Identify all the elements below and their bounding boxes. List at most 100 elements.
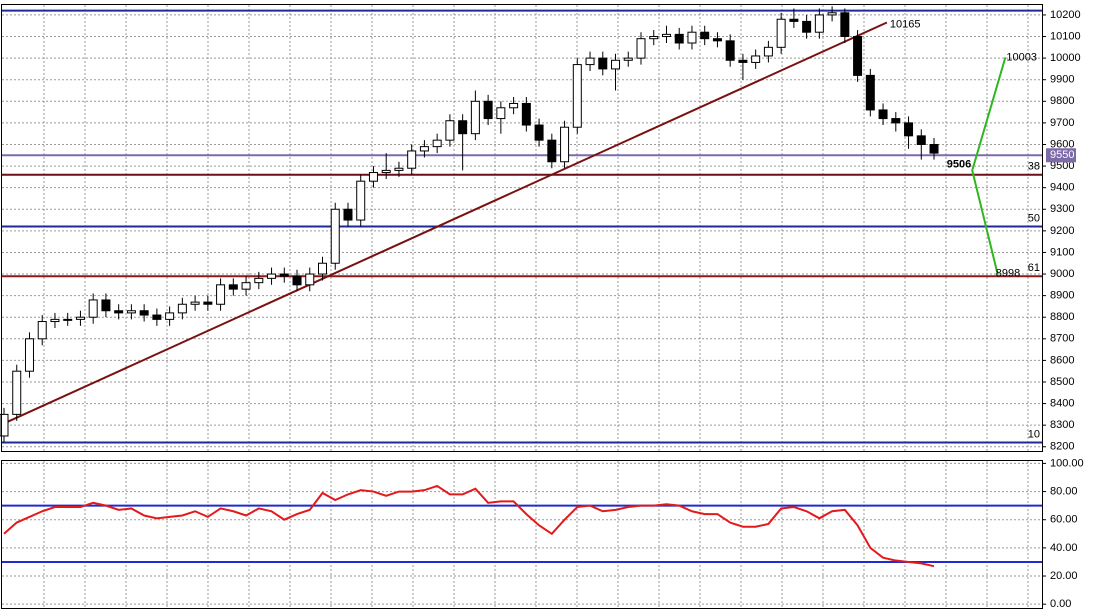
candle-body [139, 310, 149, 316]
candle-body [483, 100, 493, 120]
y-tick-label: 0.00 [1050, 598, 1071, 610]
y-tick-label: 9800 [1050, 95, 1074, 107]
y-tick-label: 8900 [1050, 290, 1074, 302]
candle-body [279, 273, 289, 277]
candle-body [534, 124, 544, 141]
y-tick-label: 10200 [1050, 9, 1081, 21]
candle-body [165, 312, 175, 320]
candle-body [152, 314, 162, 320]
candle-body [725, 40, 735, 61]
candle-body [509, 102, 519, 109]
candle-body [305, 273, 315, 286]
candle-body [63, 318, 73, 321]
trendline [0, 21, 888, 427]
candle-body [547, 139, 557, 163]
candle-body [687, 31, 697, 44]
candle-body [929, 143, 939, 154]
level-label: 10 [1028, 428, 1040, 440]
plot-layer: 8200 8300 8400 8500 8600 8700 8800 8900 9000 9100… [0, 5, 1084, 610]
y-tick-label: 8800 [1050, 311, 1074, 323]
candle-body [738, 59, 748, 63]
candle-body [12, 370, 22, 415]
candle-body [751, 55, 761, 63]
candle-body [916, 135, 926, 145]
level-label: 38 [1028, 161, 1040, 173]
candle-body [394, 167, 404, 171]
trendline-label: 10165 [890, 18, 921, 30]
candle-body [381, 169, 391, 174]
candle-body [521, 102, 531, 126]
candle-body [649, 36, 659, 40]
y-tick-label: 9700 [1050, 117, 1074, 129]
candle-body [216, 284, 226, 305]
candle-body [878, 109, 888, 120]
candle-body [598, 57, 608, 70]
last-price-box [1046, 148, 1076, 163]
candle-body [865, 74, 875, 111]
candle-body [623, 57, 633, 61]
candle-body [776, 18, 786, 48]
y-tick-label: 9900 [1050, 74, 1074, 86]
candle-body [827, 12, 837, 16]
y-tick-label: 20.00 [1050, 570, 1078, 582]
rsi-frame [1, 460, 1043, 609]
candle-body [712, 38, 722, 42]
candle-body [177, 303, 187, 314]
y-tick-label: 60.00 [1050, 514, 1078, 526]
y-tick-label: 9000 [1050, 268, 1074, 280]
candle-body [814, 14, 824, 33]
y-tick-label: 10000 [1050, 52, 1081, 64]
candle-body [789, 18, 799, 22]
candle-body [37, 321, 47, 340]
candle-body [445, 120, 455, 141]
candle-body [840, 12, 850, 38]
y-tick-label: 8700 [1050, 333, 1074, 345]
last-price-label: 9550 [1050, 149, 1074, 161]
candle-body [432, 139, 442, 148]
rsi-line [3, 484, 935, 568]
candle-body [126, 310, 136, 314]
candle-body [114, 310, 124, 314]
y-tick-label: 9100 [1050, 246, 1074, 258]
y-tick-label: 80.00 [1050, 485, 1078, 497]
y-tick-label: 100.00 [1050, 457, 1084, 469]
candle-body [661, 33, 671, 38]
candle-body [572, 64, 582, 128]
candle-body [330, 208, 340, 264]
y-tick-label: 8600 [1050, 354, 1074, 366]
y-tick-label: 40.00 [1050, 542, 1078, 554]
projection-line [971, 57, 1007, 275]
annotation: 9506 [947, 159, 971, 171]
y-tick-label: 10100 [1050, 30, 1081, 42]
y-tick-label: 8200 [1050, 441, 1074, 453]
candle-body [419, 146, 429, 152]
y-tick-label: 8400 [1050, 397, 1074, 409]
main-frame [1, 4, 1043, 452]
candle-body [585, 57, 595, 66]
candle-body [75, 316, 85, 320]
candle-body [700, 31, 710, 40]
level-label: 61 [1028, 262, 1040, 274]
candle-body [267, 273, 277, 279]
candle-body [904, 122, 914, 137]
candle-body [636, 38, 646, 59]
candle-body [228, 284, 238, 290]
candle-body [292, 275, 302, 286]
y-tick-label: 9400 [1050, 182, 1074, 194]
candle-body [0, 413, 9, 437]
candle-body [24, 338, 34, 372]
y-tick-label: 8500 [1050, 376, 1074, 388]
candle-body [50, 318, 60, 323]
candle-body [407, 150, 417, 169]
candle-body [611, 59, 621, 70]
candle-body [254, 277, 264, 284]
y-tick-label: 9200 [1050, 225, 1074, 237]
projection-label: 8998 [996, 267, 1020, 279]
y-tick-label: 9300 [1050, 203, 1074, 215]
y-tick-label: 9500 [1050, 160, 1074, 172]
candle-body [190, 301, 200, 305]
candle-body [853, 36, 863, 76]
